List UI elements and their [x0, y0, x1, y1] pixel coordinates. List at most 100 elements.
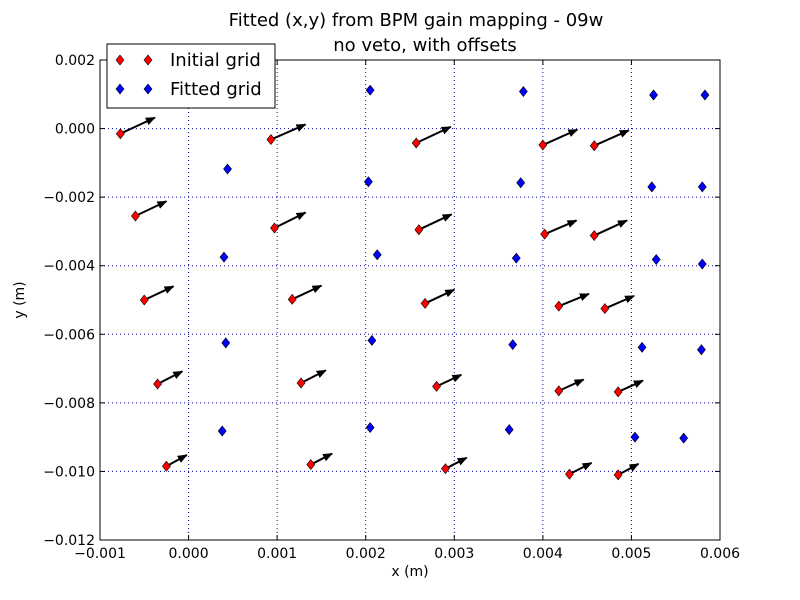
fitted-grid-point — [637, 341, 647, 353]
initial-grid-point — [441, 463, 450, 475]
fitted-grid-point — [219, 251, 229, 263]
fitted-grid-point — [700, 89, 710, 101]
initial-grid-point — [554, 385, 564, 397]
offset-arrow — [424, 288, 456, 305]
initial-grid-point — [538, 139, 548, 151]
offset-arrow — [542, 128, 579, 146]
offset-arrow — [300, 369, 327, 384]
initial-grid-point — [153, 378, 162, 390]
offset-arrow — [558, 378, 585, 392]
y-tick-label: −0.002 — [43, 190, 95, 206]
offset-arrow — [604, 294, 636, 310]
initial-grid-point — [296, 377, 306, 389]
offset-arrow — [617, 463, 640, 476]
fitted-grid-point — [511, 252, 521, 264]
initial-grid-point — [266, 134, 276, 146]
x-tick-label: 0.004 — [523, 546, 563, 562]
initial-grid-point — [139, 294, 149, 306]
initial-grid-point — [554, 300, 564, 312]
fitted-grid-point — [363, 176, 373, 188]
offset-arrow — [415, 125, 452, 144]
offset-arrow — [544, 219, 578, 236]
initial-grid-point — [270, 222, 279, 234]
x-tick-label: 0.001 — [257, 546, 297, 562]
initial-grid-point — [540, 228, 550, 240]
initial-grid-point — [131, 210, 140, 222]
y-tick-label: −0.010 — [43, 464, 95, 480]
initial-grid-point — [420, 297, 430, 309]
legend-box — [106, 43, 276, 109]
initial-grid-point — [613, 386, 623, 398]
initial-grid-point — [589, 230, 599, 242]
x-tick-label: −0.001 — [74, 546, 126, 562]
fitted-grid-point — [223, 163, 232, 175]
fitted-grid-point — [217, 425, 227, 437]
offset-arrow — [444, 456, 468, 470]
fitted-grid-point — [651, 254, 661, 266]
initial-grid-point — [565, 468, 574, 480]
initial-grid-point — [115, 128, 125, 140]
initial-grid-point — [600, 303, 610, 315]
offset-arrow — [143, 285, 175, 301]
y-ticks: 0.002 0.000 −0.002 −0.004 −0.006 −0.008 −0.010… — [43, 53, 720, 549]
x-axis-label: x (m) — [391, 564, 428, 580]
markers — [115, 84, 710, 481]
fitted-grid-point — [649, 89, 658, 101]
offset-arrow — [165, 454, 188, 468]
legend-marker-fitted-a — [115, 83, 125, 95]
fitted-grid-point — [221, 337, 231, 349]
fitted-grid-point — [697, 258, 707, 270]
fitted-grid-point — [630, 431, 640, 443]
initial-grid-point — [613, 469, 623, 481]
fitted-grid-point — [365, 422, 375, 434]
offset-arrow — [558, 292, 590, 308]
y-axis-label: y (m) — [12, 281, 28, 318]
offset-arrow — [119, 116, 156, 135]
fitted-grid-point — [647, 181, 657, 193]
initial-grid-point — [306, 459, 316, 471]
offset-arrow — [436, 373, 463, 388]
fitted-grid-point — [697, 344, 706, 356]
x-tick-label: 0.006 — [700, 546, 740, 562]
offset-arrow — [568, 461, 593, 476]
legend-label-initial: Initial grid — [170, 50, 261, 71]
x-tick-label: 0.002 — [346, 546, 386, 562]
y-tick-label: −0.004 — [43, 259, 95, 275]
chart-subtitle: no veto, with offsets — [333, 35, 517, 56]
y-tick-label: −0.008 — [43, 396, 95, 412]
x-tick-label: 0.003 — [434, 546, 474, 562]
y-tick-label: −0.012 — [43, 533, 95, 549]
plot-frame — [99, 59, 721, 541]
initial-grid-point — [414, 224, 424, 236]
initial-grid-point — [162, 460, 171, 472]
arrows — [119, 116, 644, 476]
legend-marker-initial-a — [115, 54, 125, 66]
offset-arrow — [593, 129, 630, 147]
x-tick-label: 0.000 — [169, 546, 209, 562]
initial-grid-point — [432, 380, 441, 392]
offset-arrow — [617, 379, 644, 393]
initial-grid-point — [589, 140, 599, 152]
offset-arrow — [157, 370, 184, 385]
chart-title: Fitted (x,y) from BPM gain mapping - 09w — [229, 10, 604, 31]
fitted-grid-point — [518, 86, 528, 98]
y-tick-label: 0.000 — [55, 122, 95, 138]
legend: Initial grid Fitted grid — [106, 43, 276, 109]
offset-arrow — [291, 284, 323, 301]
x-tick-label: 0.005 — [611, 546, 651, 562]
legend-marker-initial-b — [143, 54, 153, 66]
fitted-grid-point — [365, 84, 375, 96]
initial-grid-point — [287, 293, 297, 305]
y-tick-label: 0.002 — [55, 53, 95, 69]
fitted-grid-point — [508, 339, 518, 351]
legend-label-fitted: Fitted grid — [170, 79, 262, 100]
fitted-grid-point — [679, 432, 689, 444]
offset-arrow — [270, 123, 307, 141]
y-tick-label: −0.006 — [43, 327, 95, 343]
fitted-grid-point — [372, 249, 382, 261]
offset-arrow — [418, 213, 453, 231]
offset-arrow — [310, 452, 333, 466]
fitted-grid-point — [516, 177, 526, 189]
initial-grid-point — [411, 137, 421, 149]
